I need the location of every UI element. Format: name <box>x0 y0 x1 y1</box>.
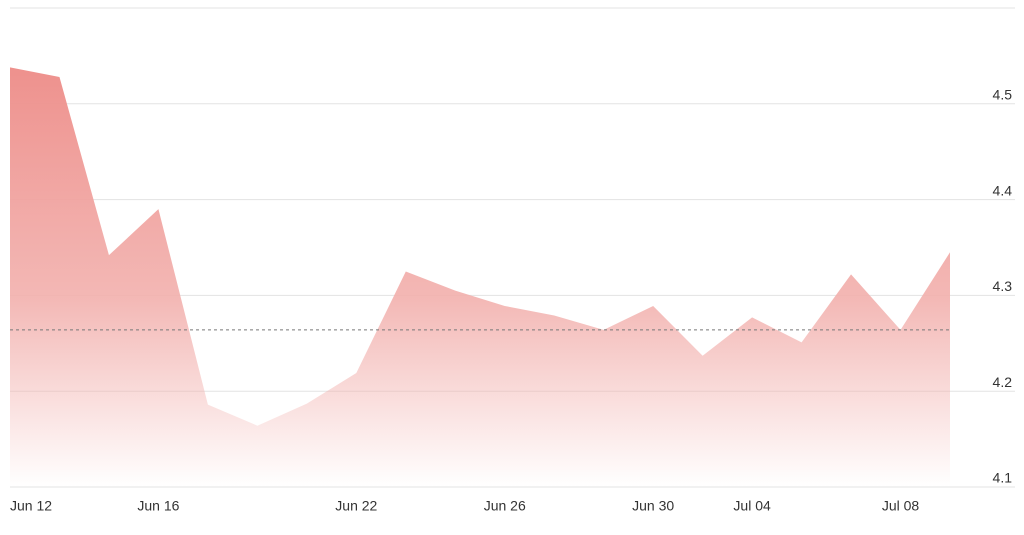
y-tick-label: 4.5 <box>993 87 1013 103</box>
x-tick-label: Jun 26 <box>484 498 526 514</box>
x-tick-label: Jun 30 <box>632 498 674 514</box>
area <box>10 67 950 488</box>
x-tick-label: Jun 16 <box>137 498 179 514</box>
x-tick-label: Jun 22 <box>335 498 377 514</box>
x-tick-label: Jun 12 <box>10 498 52 514</box>
y-tick-label: 4.1 <box>993 470 1013 486</box>
y-tick-label: 4.3 <box>993 278 1013 294</box>
y-tick-label: 4.2 <box>993 374 1013 390</box>
x-tick-label: Jul 04 <box>733 498 771 514</box>
y-tick-label: 4.4 <box>993 182 1013 198</box>
x-tick-label: Jul 08 <box>882 498 920 514</box>
